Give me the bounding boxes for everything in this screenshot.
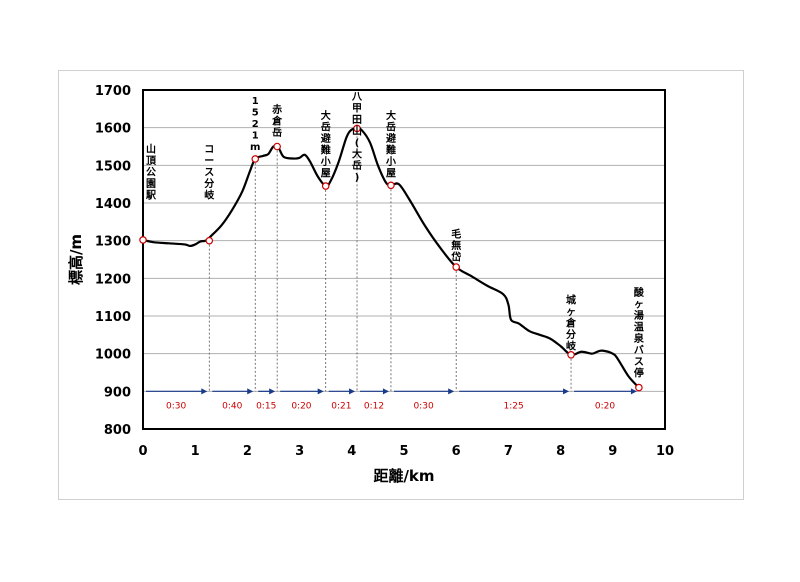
x-tick-label: 1: [191, 444, 200, 459]
location-marker: [387, 181, 395, 190]
location-label: 山頂公園駅: [145, 143, 157, 202]
location-label: 赤倉岳: [271, 103, 283, 139]
x-tick-label: 4: [347, 444, 356, 459]
segment-arrowhead: [247, 388, 254, 395]
y-tick-label: 1700: [95, 84, 131, 99]
segment-time-label: 0:40: [222, 401, 242, 411]
location-marker: [139, 236, 147, 244]
x-tick-label: 8: [556, 444, 565, 459]
chart-card: 800 900 1000 1100 1200 1300 1400 1500 1600 1700 0 1…: [58, 70, 744, 500]
location-label: 大岳避難小屋: [320, 109, 331, 180]
segment-arrowhead: [630, 388, 637, 395]
segment-arrowhead: [563, 388, 570, 395]
x-tick-label: 7: [504, 444, 513, 459]
segment-time-label: 0:21: [331, 401, 351, 411]
y-axis-title: 標高/m: [67, 234, 85, 285]
y-tick-label: 1300: [95, 235, 131, 250]
y-tick-label: 1200: [95, 272, 131, 287]
segment-arrowhead: [448, 388, 455, 395]
segment-time-label: 0:12: [364, 401, 384, 411]
segment-time-label: 0:20: [595, 401, 615, 411]
segment-arrowhead: [201, 388, 208, 395]
y-tick-label: 800: [104, 423, 131, 438]
location-marker: [321, 182, 330, 190]
x-tick-label: 5: [399, 444, 408, 459]
x-tick-label: 2: [243, 444, 252, 459]
y-tick-label: 1400: [95, 197, 131, 212]
segment-arrowhead: [382, 388, 389, 395]
plot-frame: [142, 89, 666, 430]
x-tick-label: 3: [295, 444, 304, 459]
location-marker: [452, 263, 461, 271]
location-marker: [353, 124, 361, 133]
x-tick-label: 10: [656, 444, 674, 459]
location-marker: [635, 383, 643, 392]
location-marker: [205, 236, 214, 245]
segment-time-label: 0:20: [291, 401, 311, 411]
location-label: 大岳避難小屋: [385, 109, 396, 180]
segment-time-label: 0:30: [413, 401, 433, 411]
segment-arrowhead: [349, 388, 356, 395]
x-axis-title: 距離/km: [373, 467, 434, 485]
x-tick-label: 0: [138, 444, 147, 459]
elevation-profile-chart: 800 900 1000 1100 1200 1300 1400 1500 1600 1700 0 1…: [67, 84, 674, 485]
x-tick-label: 9: [608, 444, 617, 459]
y-tick-label: 1500: [95, 159, 131, 174]
location-marker: [567, 350, 575, 359]
location-label: 酸ヶ湯温泉バス停: [633, 286, 645, 380]
segment-arrowhead: [269, 388, 276, 395]
location-marker: [273, 142, 281, 151]
y-tick-label: 1600: [95, 122, 131, 137]
location-marker: [251, 155, 260, 163]
y-tick-label: 1100: [95, 310, 131, 325]
segment-time-label: 0:30: [166, 401, 186, 411]
segment-arrowhead: [317, 388, 324, 395]
segment-time-label: 0:15: [256, 401, 276, 411]
location-label: 八甲田山(大岳): [351, 91, 363, 184]
x-tick-label: 6: [452, 444, 461, 459]
location-label: コース分岐: [204, 145, 214, 202]
location-label: 城ヶ倉分岐: [565, 293, 577, 352]
y-tick-label: 900: [104, 385, 131, 400]
location-label: 毛無岱: [450, 227, 461, 263]
y-tick-label: 1000: [95, 348, 131, 363]
segment-time-label: 1:25: [504, 401, 524, 411]
